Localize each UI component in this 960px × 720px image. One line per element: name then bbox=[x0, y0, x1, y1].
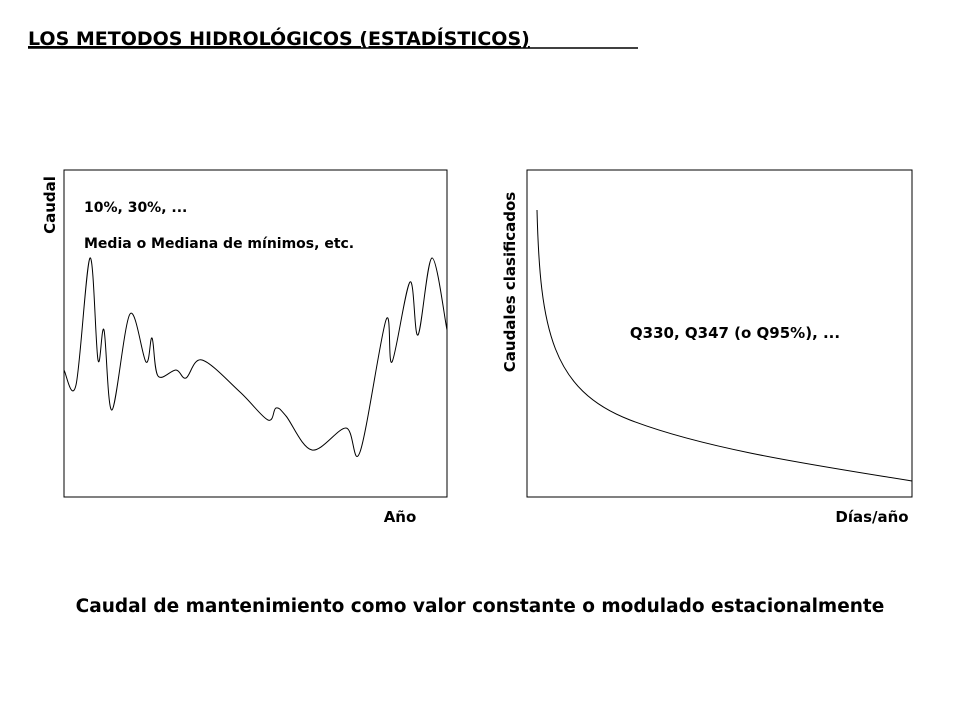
right-plot-frame bbox=[526, 169, 913, 498]
left-y-label: Caudal bbox=[41, 176, 59, 234]
flow-series-curve bbox=[63, 257, 448, 457]
left-annotation: 10%, 30%, ... bbox=[84, 200, 187, 216]
right-annotation: Q330, Q347 (o Q95%), ... bbox=[630, 324, 840, 342]
left-x-label: Año bbox=[384, 508, 417, 526]
left-annotation: Media o Mediana de mínimos, etc. bbox=[84, 236, 354, 252]
right-y-label: Caudales clasificados bbox=[501, 192, 519, 373]
slide-title: LOS METODOS HIDROLÓGICOS (ESTADÍSTICOS) bbox=[28, 26, 530, 50]
footer-text: Caudal de mantenimiento como valor const… bbox=[76, 596, 885, 617]
right-x-label: Días/año bbox=[835, 508, 908, 526]
duration-curve bbox=[536, 209, 913, 482]
left-plot-frame bbox=[63, 169, 448, 498]
